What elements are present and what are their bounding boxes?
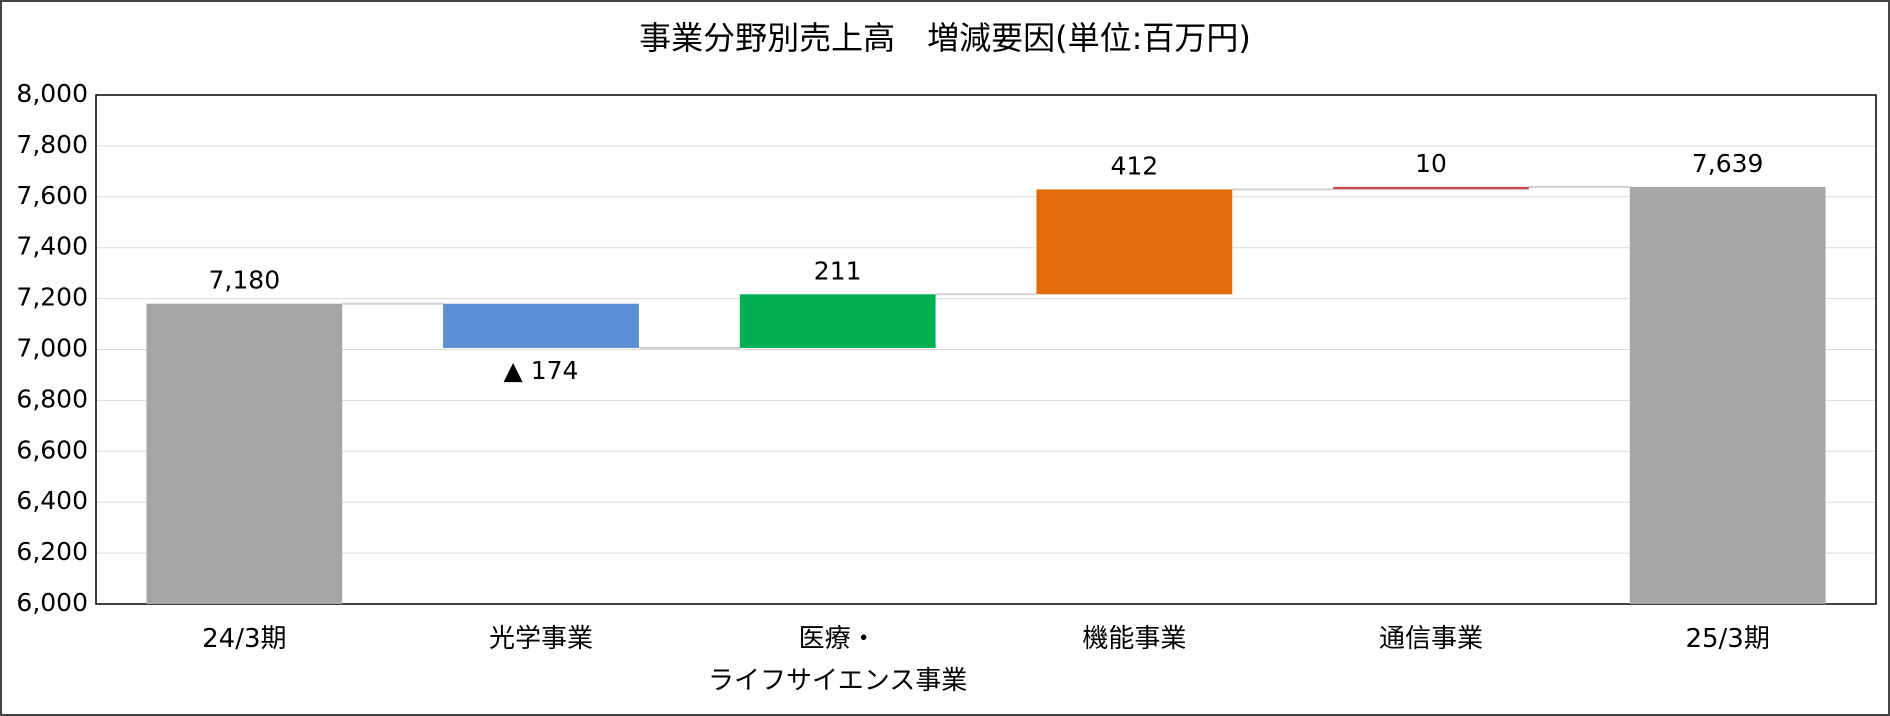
x-tick-label: 24/3期: [202, 624, 287, 654]
y-tick-label: 8,000: [16, 79, 88, 108]
bar: [146, 303, 343, 604]
y-tick-label: 7,400: [16, 232, 88, 261]
value-label: 412: [1110, 151, 1158, 180]
x-tick-label: 機能事業: [1082, 624, 1187, 654]
bar: [739, 294, 936, 348]
value-label: 10: [1415, 149, 1447, 178]
value-label: 7,180: [209, 266, 281, 295]
chart-title: 事業分野別売上高 増減要因(単位:百万円): [639, 19, 1251, 57]
x-tick-label: 医療・ ライフサイエンス事業: [708, 624, 968, 696]
bar: [1629, 186, 1826, 604]
value-label: 211: [814, 256, 862, 285]
y-tick-label: 6,400: [16, 486, 88, 515]
y-tick-label: 6,600: [16, 435, 88, 464]
bar: [443, 303, 639, 348]
y-tick-label: 7,200: [16, 283, 88, 312]
y-tick-label: 7,000: [16, 334, 88, 363]
y-tick-label: 7,600: [16, 181, 88, 210]
y-tick-label: 6,200: [16, 537, 88, 566]
value-label: 7,639: [1692, 149, 1764, 178]
bar: [1036, 189, 1233, 295]
y-tick-label: 6,800: [16, 384, 88, 413]
x-tick-label: 通信事業: [1378, 624, 1483, 654]
bar: [1333, 186, 1529, 190]
x-tick-label: 25/3期: [1685, 624, 1770, 654]
y-tick-label: 6,000: [16, 588, 88, 617]
y-tick-label: 7,800: [16, 130, 88, 159]
plot-frame: [95, 94, 1877, 605]
value-label: ▲ 174: [504, 356, 579, 385]
x-tick-label: 光学事業: [488, 624, 593, 654]
